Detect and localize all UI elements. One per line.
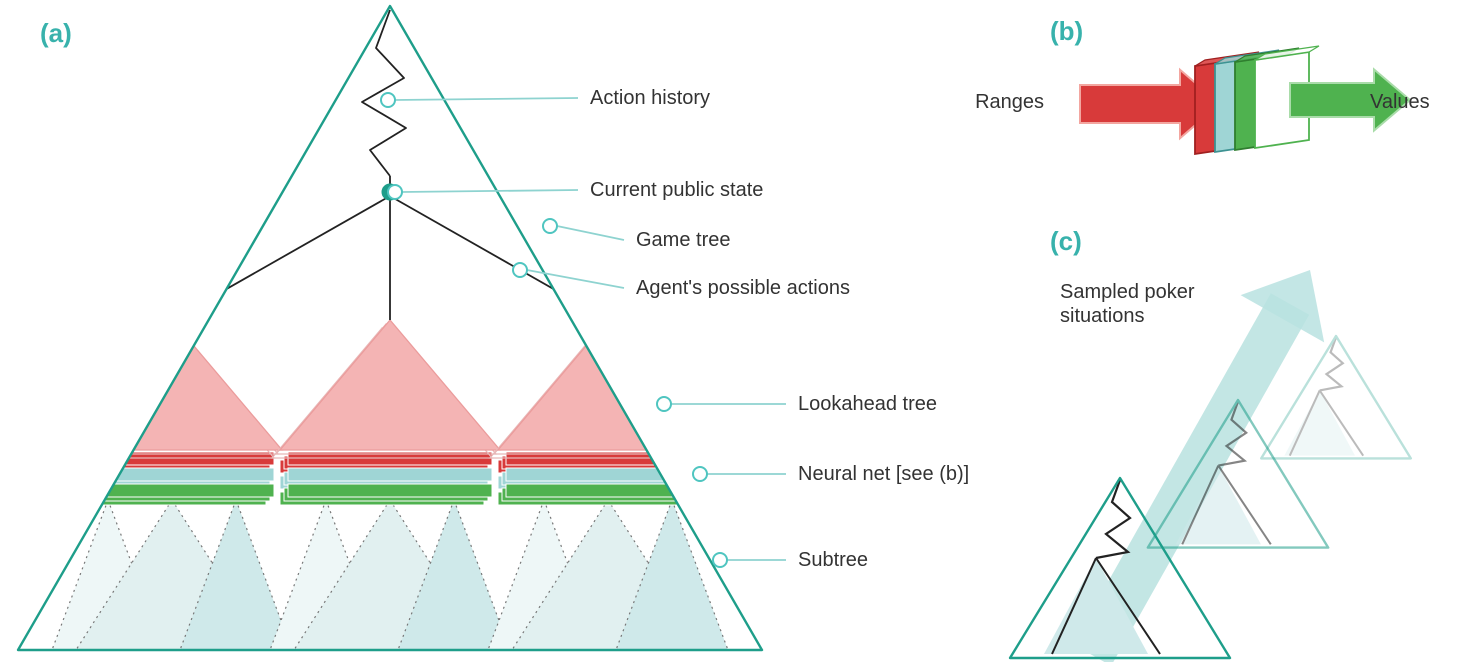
callout-leader-current_state [402, 190, 578, 192]
panel-a: Action history Current public state Game t… [18, 6, 969, 650]
callout-leader-game_tree [557, 226, 624, 240]
panel-c-letter: (c) [1050, 226, 1082, 256]
action-history-zigzag [362, 10, 406, 176]
panel-b-letter: (b) [1050, 16, 1083, 46]
nn-layers-group [62, 452, 710, 505]
callout-label-game_tree: Game tree [636, 229, 730, 251]
values-label: Values [1370, 91, 1430, 113]
ranges-label: Ranges [975, 91, 1044, 113]
callout-ring-neural_net [693, 467, 707, 481]
nn-layer [70, 468, 274, 481]
callout-label-agents_actions: Agent's possible actions [636, 277, 850, 299]
branch-line [172, 196, 390, 320]
lookahead-group [54, 320, 718, 458]
callout-label-action_history: Action history [590, 87, 710, 109]
sampled-situations-label: situations [1060, 305, 1145, 327]
nn-layer [288, 484, 492, 497]
sampled-situations-label: Sampled poker [1060, 281, 1195, 303]
callout-ring-lookahead_tree [657, 397, 671, 411]
callout-leader-agents_actions [527, 270, 624, 288]
callout-ring-agents_actions [513, 263, 527, 277]
callout-ring-subtree [713, 553, 727, 567]
callout-ring-current_state [388, 185, 402, 199]
callout-ring-action_history [381, 93, 395, 107]
branch-line [390, 196, 608, 320]
nn-layer [288, 468, 492, 481]
lookahead-triangle [280, 320, 500, 450]
callout-label-lookahead_tree: Lookahead tree [798, 393, 937, 415]
panel-a-letter: (a) [40, 18, 72, 48]
branches-group [172, 196, 608, 320]
nn-layer [506, 468, 710, 481]
callout-label-neural_net: Neural net [see (b)] [798, 463, 969, 485]
panel-c: (c) Sampled pokersituations [1010, 226, 1411, 658]
nn-layer [70, 484, 274, 497]
callout-label-current_state: Current public state [590, 179, 763, 201]
callout-leader-action_history [395, 98, 578, 100]
callout-label-subtree: Subtree [798, 549, 868, 571]
subtrees-group [52, 500, 728, 650]
panel-b: Ranges Values (b) [975, 16, 1430, 154]
nn-layer [506, 484, 710, 497]
callout-ring-game_tree [543, 219, 557, 233]
